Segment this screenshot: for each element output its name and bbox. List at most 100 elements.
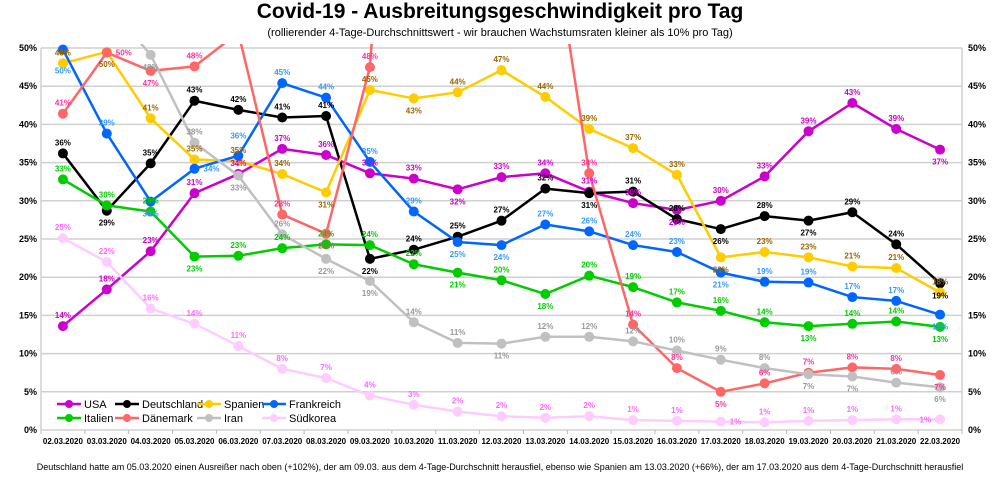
data-point <box>452 237 463 248</box>
series-südkorea <box>57 233 946 428</box>
data-point <box>540 412 551 423</box>
data-label: 30% <box>713 186 729 195</box>
data-point <box>189 137 200 148</box>
data-point <box>715 305 726 316</box>
data-point <box>671 214 682 225</box>
data-label: 36% <box>230 132 246 141</box>
data-label: 1% <box>847 405 859 414</box>
data-label: 23% <box>800 242 816 251</box>
data-label: 31% <box>318 200 334 209</box>
x-tick-label: 11.03.2020 <box>438 437 478 446</box>
legend-marker <box>270 414 278 422</box>
data-label: 18% <box>99 274 115 283</box>
data-point <box>584 270 595 281</box>
data-label: 21% <box>713 281 729 290</box>
data-label: 24% <box>406 235 422 244</box>
data-label: 35% <box>186 145 202 154</box>
data-label: 48% <box>55 48 71 57</box>
data-label: 19% <box>625 272 641 281</box>
data-label: 50% <box>55 67 71 76</box>
data-label: 26% <box>274 219 290 228</box>
data-label: 43% <box>186 86 202 95</box>
series-iran <box>139 44 946 393</box>
x-tick-label: 22.03.2020 <box>920 437 961 446</box>
data-point <box>671 246 682 257</box>
data-point <box>408 93 419 104</box>
data-label: 48% <box>362 52 378 61</box>
data-point <box>496 411 507 422</box>
data-label: 34% <box>362 158 378 167</box>
x-tick-label: 12.03.2020 <box>481 437 522 446</box>
data-point <box>233 170 244 181</box>
data-label: 41% <box>55 99 71 108</box>
data-label: 23% <box>143 236 159 245</box>
data-point <box>277 112 288 123</box>
y-tick-label-left: 0% <box>24 425 37 435</box>
data-label: 14% <box>844 309 860 318</box>
data-point <box>101 284 112 295</box>
data-point <box>935 278 946 289</box>
data-point <box>847 292 858 303</box>
x-tick-label: 16.03.2020 <box>657 437 698 446</box>
data-label: 21% <box>450 281 466 290</box>
data-label: 25% <box>55 223 71 232</box>
data-label: 39% <box>800 116 816 125</box>
data-label: 38% <box>186 128 202 137</box>
data-label: 8% <box>671 353 683 362</box>
data-point <box>496 240 507 251</box>
series-italien <box>57 174 946 332</box>
data-label: 27% <box>800 229 816 238</box>
data-label: 26% <box>318 242 334 251</box>
data-point <box>628 415 639 426</box>
data-label: 41% <box>143 103 159 112</box>
footnote: Deutschland hatte am 05.03.2020 einen Au… <box>37 462 964 472</box>
data-label: 30% <box>99 190 115 199</box>
data-point <box>321 239 332 250</box>
data-point <box>57 58 68 69</box>
data-point <box>584 168 595 179</box>
data-label: 20% <box>581 261 597 270</box>
data-point <box>891 239 902 250</box>
data-point <box>189 154 200 165</box>
data-label: 33% <box>493 162 509 171</box>
data-label: 23% <box>669 237 685 246</box>
data-label: 8% <box>276 354 288 363</box>
data-label: 34% <box>274 159 290 168</box>
legend: USA Deutschland Spanien Frankreich Italien Dä… <box>57 399 341 425</box>
data-point <box>935 321 946 332</box>
data-label: 14% <box>888 307 904 316</box>
x-tick-label: 14.03.2020 <box>569 437 610 446</box>
data-label: 1% <box>890 404 902 413</box>
data-label: 11% <box>231 331 247 340</box>
data-label: 19% <box>362 289 378 298</box>
data-point <box>364 156 375 167</box>
x-tick-label: 02.03.2020 <box>43 437 84 446</box>
data-label: 25% <box>450 222 466 231</box>
x-tick-label: 21.03.2020 <box>876 437 917 446</box>
data-point <box>145 206 156 217</box>
data-label: 7% <box>803 358 815 367</box>
legend-label: USA <box>84 399 107 411</box>
data-label: 18% <box>932 277 948 286</box>
data-label: 2% <box>540 403 552 412</box>
data-point <box>715 416 726 427</box>
data-label: 41% <box>274 103 290 112</box>
data-point <box>891 377 902 388</box>
series-spanien <box>57 46 946 298</box>
data-label: 34% <box>581 158 597 167</box>
legend-marker <box>123 400 131 408</box>
data-label: 24% <box>493 253 509 262</box>
data-label: 34% <box>230 159 246 168</box>
x-tick-label: 05.03.2020 <box>174 437 215 446</box>
data-point <box>496 215 507 226</box>
data-point <box>628 282 639 293</box>
y-tick-label-left: 20% <box>19 272 37 282</box>
data-point <box>452 337 463 348</box>
data-point <box>452 406 463 417</box>
legend-item-usa: USA <box>57 399 107 411</box>
data-point <box>189 95 200 106</box>
data-point <box>671 363 682 374</box>
data-label: 10% <box>669 336 685 345</box>
data-label: 29% <box>143 196 159 205</box>
